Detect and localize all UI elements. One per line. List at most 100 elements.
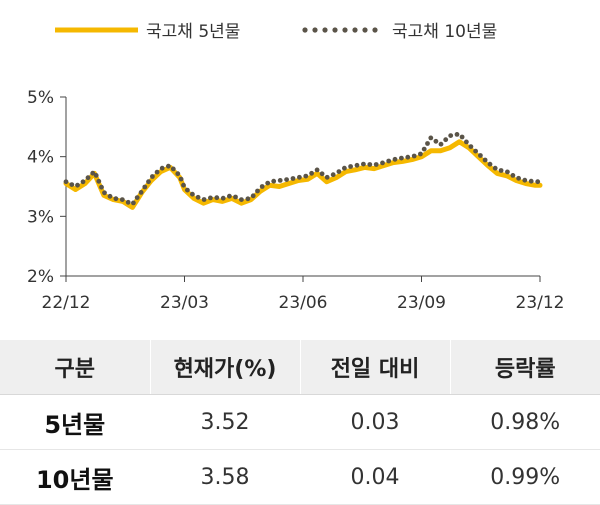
series-10y-dot bbox=[265, 180, 271, 186]
series-10y-dot bbox=[425, 141, 430, 146]
series-10y-dot bbox=[154, 169, 160, 175]
series-10y-dot bbox=[516, 175, 521, 181]
legend: 국고채 5년물 국고채 10년물 bbox=[55, 22, 497, 42]
series-10y-dot bbox=[255, 188, 260, 194]
series-10y-dot bbox=[330, 172, 336, 178]
table-row: 10년물 3.58 0.04 0.99% bbox=[0, 449, 600, 505]
series-10y-dot bbox=[80, 179, 86, 185]
series-10y-dot bbox=[342, 165, 347, 171]
legend-10y-dot bbox=[352, 27, 358, 33]
series-10y-dot bbox=[214, 195, 220, 201]
table-header-row: 구분 현재가(%) 전일 대비 등락률 bbox=[0, 340, 600, 395]
series-10y-dot bbox=[314, 167, 320, 173]
row-change: 0.03 bbox=[299, 394, 451, 450]
series-10y-dot bbox=[392, 156, 398, 162]
series-10y-dot bbox=[233, 194, 238, 200]
series-10y-dot bbox=[178, 176, 184, 182]
legend-10y-swatch bbox=[302, 27, 378, 33]
series-10y-dot bbox=[399, 155, 404, 161]
series-10y-dot bbox=[418, 151, 423, 157]
series-10y-dot bbox=[181, 182, 186, 188]
series-10y-dot bbox=[297, 174, 302, 180]
series-10y-dot bbox=[478, 153, 483, 158]
series-10y-dot bbox=[227, 193, 232, 199]
x-tick-label: 23/09 bbox=[397, 293, 446, 313]
series-10y-dot bbox=[138, 190, 144, 195]
series-10y-dot bbox=[96, 178, 102, 184]
series-10y-dot bbox=[142, 184, 148, 190]
series-10y-dot bbox=[454, 132, 460, 137]
series-10y-dot bbox=[113, 196, 119, 202]
series-10y-dot bbox=[277, 178, 283, 183]
series-10y-dot bbox=[159, 165, 165, 171]
series-10y-dot bbox=[482, 157, 488, 163]
series-10y-dot bbox=[421, 146, 427, 152]
series-10y-dot bbox=[438, 141, 444, 147]
series-10y-dot bbox=[428, 135, 434, 141]
series-10y-dot bbox=[473, 148, 478, 154]
series-10y-dot bbox=[433, 138, 439, 144]
header-category: 구분 bbox=[0, 340, 151, 395]
series-10y-dot bbox=[354, 162, 360, 168]
series-10y-dot bbox=[102, 190, 107, 196]
legend-10y-dot bbox=[322, 27, 328, 33]
series-10y-dot bbox=[239, 197, 244, 203]
series-10y-dot bbox=[150, 174, 155, 179]
series-10y-dot bbox=[448, 133, 454, 139]
row-name: 5년물 bbox=[0, 394, 151, 450]
table-row: 5년물 3.52 0.03 0.98% bbox=[0, 394, 600, 450]
series-10y-dot bbox=[125, 199, 131, 205]
series-10y-dot bbox=[107, 193, 113, 199]
series-10y-dot bbox=[250, 193, 256, 199]
series-10y-dot bbox=[63, 179, 69, 185]
y-axis-ticks: 5% 4% 3% 2% bbox=[27, 88, 66, 287]
series-10y-dot bbox=[99, 184, 104, 190]
series-10y-dot bbox=[468, 144, 474, 150]
series-10y-dot bbox=[510, 173, 516, 178]
series-10y-dot bbox=[69, 182, 75, 188]
header-rate: 등락률 bbox=[450, 340, 600, 395]
row-value: 3.58 bbox=[149, 449, 301, 505]
row-name: 10년물 bbox=[0, 449, 151, 505]
series-10y-dot bbox=[373, 162, 379, 167]
series-10y-dot bbox=[324, 174, 330, 180]
series-10y-dot bbox=[284, 177, 289, 183]
series-10y-dot bbox=[90, 170, 96, 176]
x-tick-label: 23/06 bbox=[279, 293, 328, 313]
series-10y-dot bbox=[195, 194, 201, 200]
series-10y-dot bbox=[386, 158, 392, 164]
legend-10y-dot bbox=[342, 27, 348, 33]
series-10y-dot bbox=[175, 171, 181, 177]
y-tick-label: 4% bbox=[27, 148, 54, 168]
x-tick-label: 23/12 bbox=[516, 293, 565, 313]
series-10y-dot bbox=[259, 184, 265, 189]
series-10y-dot bbox=[443, 137, 449, 143]
legend-10y-label: 국고채 10년물 bbox=[392, 22, 497, 42]
legend-5y-label: 국고채 5년물 bbox=[146, 22, 240, 42]
y-tick-label: 2% bbox=[27, 267, 54, 287]
series-10y-dot bbox=[93, 173, 99, 178]
series-10y-dot bbox=[119, 197, 125, 203]
y-tick-label: 5% bbox=[27, 88, 54, 108]
series-10y-dot bbox=[348, 164, 353, 169]
legend-10y-dot bbox=[332, 27, 338, 33]
row-rate: 0.98% bbox=[449, 394, 600, 450]
series-10y-dot bbox=[535, 179, 541, 185]
series-10y-dot bbox=[303, 173, 309, 179]
series-10y-dot bbox=[380, 160, 385, 166]
series-10y-dot bbox=[185, 187, 190, 193]
legend-10y-dot bbox=[312, 27, 318, 33]
series-10y-dot bbox=[245, 196, 251, 202]
series-layer bbox=[63, 132, 543, 210]
series-10y-dot bbox=[170, 166, 176, 172]
series-10y-dot bbox=[487, 161, 493, 167]
series-10y-dot bbox=[336, 169, 342, 175]
series-10y-dot bbox=[220, 195, 226, 201]
row-rate: 0.99% bbox=[449, 449, 600, 505]
series-10y-dot bbox=[505, 169, 510, 175]
series-10y-dot bbox=[166, 163, 171, 169]
series-10y-dot bbox=[459, 134, 465, 140]
series-10y-dot bbox=[367, 162, 373, 167]
series-10y-dot bbox=[411, 153, 417, 159]
x-axis-ticks: 22/12 23/03 23/06 23/09 23/12 bbox=[42, 276, 565, 313]
